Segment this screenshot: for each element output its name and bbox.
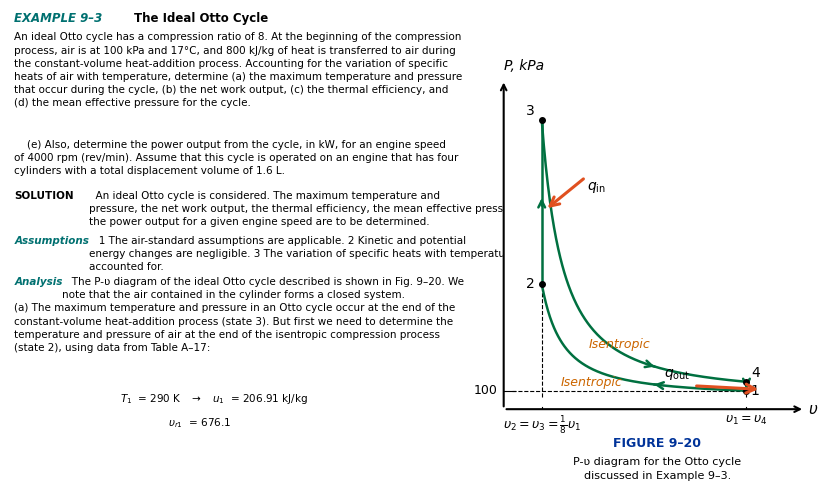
Text: 1: 1 bbox=[751, 384, 760, 398]
Text: The P-ʋ diagram of the ideal Otto cycle described is shown in Fig. 9–20. We
note: The P-ʋ diagram of the ideal Otto cycle … bbox=[62, 277, 464, 300]
Text: SOLUTION: SOLUTION bbox=[15, 191, 74, 201]
Text: Isentropic: Isentropic bbox=[588, 338, 650, 351]
Text: $\upsilon_1 = \upsilon_4$: $\upsilon_1 = \upsilon_4$ bbox=[725, 414, 768, 427]
Text: An ideal Otto cycle has a compression ratio of 8. At the beginning of the compre: An ideal Otto cycle has a compression ra… bbox=[15, 32, 463, 108]
Text: 100: 100 bbox=[474, 384, 498, 397]
Text: $q_\mathrm{out}$: $q_\mathrm{out}$ bbox=[664, 367, 691, 382]
Text: (a) The maximum temperature and pressure in an Otto cycle occur at the end of th: (a) The maximum temperature and pressure… bbox=[15, 303, 455, 353]
Text: $q_\mathrm{in}$: $q_\mathrm{in}$ bbox=[587, 180, 606, 195]
Text: 2: 2 bbox=[526, 277, 535, 291]
Text: Analysis: Analysis bbox=[15, 277, 63, 287]
Text: Isentropic: Isentropic bbox=[561, 376, 622, 389]
Text: The Ideal Otto Cycle: The Ideal Otto Cycle bbox=[134, 12, 269, 25]
Text: An ideal Otto cycle is considered. The maximum temperature and
pressure, the net: An ideal Otto cycle is considered. The m… bbox=[88, 191, 546, 227]
Text: $\upsilon$: $\upsilon$ bbox=[808, 402, 818, 417]
Text: P, kPa: P, kPa bbox=[504, 59, 544, 73]
Text: $\upsilon_{r1}$  = 676.1: $\upsilon_{r1}$ = 676.1 bbox=[168, 417, 231, 431]
Text: P-ʋ diagram for the Otto cycle
discussed in Example 9–3.: P-ʋ diagram for the Otto cycle discussed… bbox=[573, 457, 741, 481]
Text: 1 The air-standard assumptions are applicable. 2 Kinetic and potential
energy ch: 1 The air-standard assumptions are appli… bbox=[88, 236, 557, 272]
Text: Assumptions: Assumptions bbox=[15, 236, 89, 246]
Text: 3: 3 bbox=[526, 104, 535, 118]
Text: FIGURE 9–20: FIGURE 9–20 bbox=[613, 437, 701, 450]
Text: $T_1$  = 290 K   $\rightarrow$   $u_1$  = 206.91 kJ/kg: $T_1$ = 290 K $\rightarrow$ $u_1$ = 206.… bbox=[120, 392, 308, 406]
Text: EXAMPLE 9–3: EXAMPLE 9–3 bbox=[15, 12, 102, 25]
Text: (e) Also, determine the power output from the cycle, in kW, for an engine speed
: (e) Also, determine the power output fro… bbox=[15, 140, 459, 176]
Text: $\upsilon_2 = \upsilon_3= \frac{1}{8}\upsilon_1$: $\upsilon_2 = \upsilon_3= \frac{1}{8}\up… bbox=[503, 414, 581, 436]
Text: 4: 4 bbox=[751, 366, 759, 380]
